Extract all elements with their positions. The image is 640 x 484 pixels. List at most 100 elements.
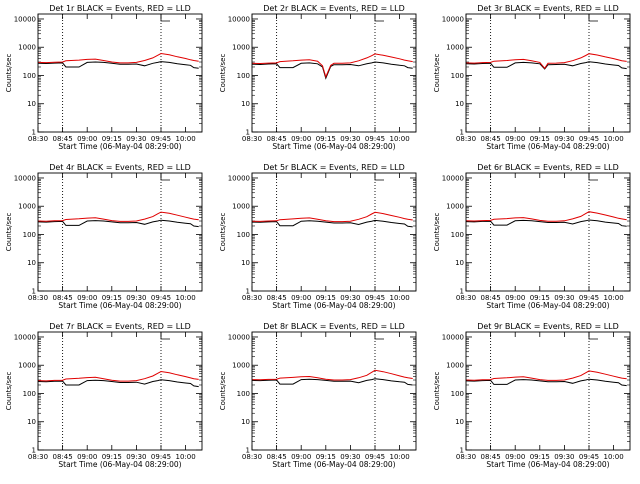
y-tick-label: 100 [23, 72, 36, 80]
x-axis-label: Start Time (06-May-04 08:29:00) [486, 301, 609, 310]
y-tick-label: 10000 [442, 174, 464, 182]
panel-title: Det 3r BLACK = Events, RED = LLD [477, 4, 619, 13]
interval-marker [374, 332, 384, 340]
y-axis-label: Counts/sec [219, 54, 227, 93]
y-tick-label: 10 [241, 418, 250, 426]
x-tick-label: 08:30 [242, 135, 262, 143]
y-axis-label: Counts/sec [5, 54, 13, 93]
y-tick-label: 10000 [228, 15, 250, 23]
plot-frame [37, 172, 203, 292]
x-tick-label: 09:30 [126, 453, 146, 461]
x-tick-label: 09:45 [579, 453, 599, 461]
lld-series-line [251, 211, 413, 223]
x-axis-label: Start Time (06-May-04 08:29:00) [272, 301, 395, 310]
y-tick-label: 1 [246, 288, 250, 296]
interval-marker [160, 14, 170, 22]
x-tick-label: 08:45 [481, 135, 501, 143]
x-tick-label: 09:15 [530, 294, 550, 302]
x-tick-label: 08:45 [481, 294, 501, 302]
detector-panel: Det 1r BLACK = Events, RED = LLD Counts/s… [5, 4, 203, 151]
x-axis-label: Start Time (06-May-04 08:29:00) [58, 142, 181, 151]
x-tick-label: 10:00 [176, 294, 196, 302]
plot-frame [465, 331, 631, 451]
x-tick-label: 09:00 [291, 135, 311, 143]
y-tick-label: 100 [23, 390, 36, 398]
y-tick-label: 1 [460, 288, 464, 296]
plot-frame [251, 13, 417, 133]
y-axis-label: Counts/sec [5, 372, 13, 411]
y-tick-label: 10 [27, 418, 36, 426]
y-tick-label: 10000 [228, 333, 250, 341]
plot-frame [251, 331, 417, 451]
y-tick-label: 10 [455, 259, 464, 267]
x-tick-label: 09:15 [102, 453, 122, 461]
x-tick-label: 08:30 [28, 135, 48, 143]
x-tick-label: 10:00 [390, 135, 410, 143]
x-tick-label: 09:15 [316, 294, 336, 302]
y-tick-label: 10 [455, 418, 464, 426]
x-tick-label: 10:00 [176, 453, 196, 461]
y-axis-label: Counts/sec [433, 372, 441, 411]
events-series-line [37, 379, 199, 388]
panel-title: Det 8r BLACK = Events, RED = LLD [263, 322, 405, 331]
y-tick-label: 1000 [446, 44, 464, 52]
y-tick-label: 1 [246, 129, 250, 137]
y-tick-label: 10000 [14, 333, 36, 341]
x-tick-label: 09:00 [77, 453, 97, 461]
panel-title: Det 7r BLACK = Events, RED = LLD [49, 322, 191, 331]
y-tick-label: 100 [451, 390, 464, 398]
panel-title: Det 5r BLACK = Events, RED = LLD [263, 163, 405, 172]
y-axis-label: Counts/sec [5, 213, 13, 252]
y-tick-label: 1 [32, 129, 36, 137]
y-tick-label: 1000 [232, 362, 250, 370]
x-tick-label: 09:15 [530, 135, 550, 143]
x-tick-label: 09:30 [126, 294, 146, 302]
y-tick-label: 10000 [228, 174, 250, 182]
x-tick-label: 09:45 [151, 135, 171, 143]
detector-panel: Det 3r BLACK = Events, RED = LLD Counts/s… [433, 4, 631, 151]
y-tick-label: 1000 [18, 44, 36, 52]
interval-marker [374, 173, 384, 181]
x-axis-label: Start Time (06-May-04 08:29:00) [58, 301, 181, 310]
x-tick-label: 09:15 [316, 135, 336, 143]
x-tick-label: 09:45 [579, 135, 599, 143]
x-tick-label: 08:30 [28, 294, 48, 302]
x-tick-label: 08:45 [53, 453, 73, 461]
panel-title: Det 4r BLACK = Events, RED = LLD [49, 163, 191, 172]
x-tick-label: 10:00 [604, 453, 624, 461]
x-tick-label: 10:00 [390, 453, 410, 461]
y-axis-label: Counts/sec [433, 54, 441, 93]
x-tick-label: 09:00 [77, 135, 97, 143]
interval-marker [588, 332, 598, 340]
x-axis-label: Start Time (06-May-04 08:29:00) [486, 460, 609, 469]
y-tick-label: 100 [237, 390, 250, 398]
events-series-line [37, 61, 199, 69]
x-tick-label: 09:30 [340, 453, 360, 461]
events-series-line [251, 378, 413, 386]
lld-series-line [465, 211, 627, 222]
y-tick-label: 10000 [442, 333, 464, 341]
x-tick-label: 08:45 [53, 135, 73, 143]
lld-series-line [251, 53, 413, 79]
plot-frame [465, 172, 631, 292]
y-tick-label: 10000 [442, 15, 464, 23]
x-tick-label: 08:30 [456, 453, 476, 461]
x-tick-label: 10:00 [176, 135, 196, 143]
y-axis-label: Counts/sec [219, 372, 227, 411]
y-tick-label: 1000 [446, 203, 464, 211]
x-tick-label: 09:45 [365, 135, 385, 143]
x-tick-label: 09:45 [151, 453, 171, 461]
detector-panel: Det 4r BLACK = Events, RED = LLD Counts/s… [5, 163, 203, 310]
y-tick-label: 1 [32, 288, 36, 296]
y-tick-label: 10 [455, 100, 464, 108]
x-axis-label: Start Time (06-May-04 08:29:00) [58, 460, 181, 469]
events-series-line [465, 61, 627, 70]
plot-frame [37, 13, 203, 133]
events-series-line [37, 219, 199, 228]
y-tick-label: 1 [460, 129, 464, 137]
plot-frame [465, 13, 631, 133]
lld-series-line [465, 53, 627, 70]
x-tick-label: 08:45 [267, 453, 287, 461]
